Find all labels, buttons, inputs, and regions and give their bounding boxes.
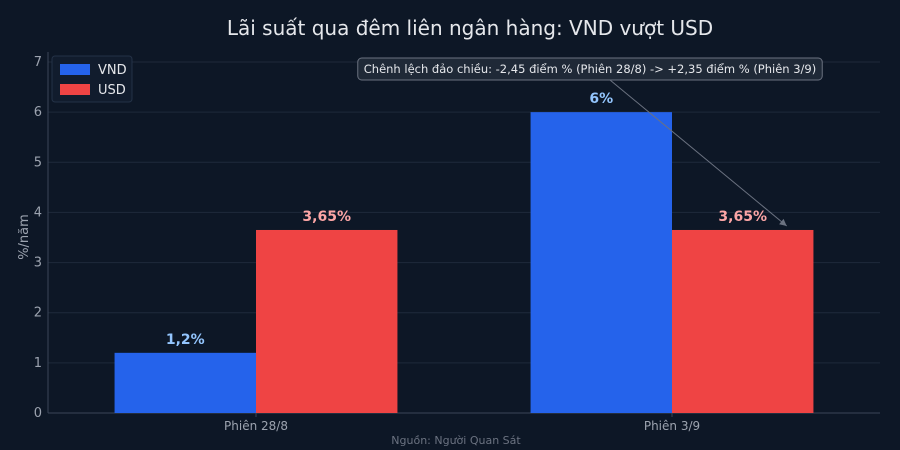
y-tick-label: 4 (34, 205, 42, 220)
data-label: 3,65% (302, 209, 351, 225)
y-axis-label: %/năm (17, 214, 32, 260)
bar-vnd-1 (530, 112, 672, 414)
legend-label-usd: USD (98, 83, 126, 98)
x-axis-ticks: Phiên 28/8 Phiên 3/9 (224, 413, 700, 433)
y-tick-label: 5 (34, 155, 42, 170)
legend-swatch-vnd (60, 64, 90, 75)
chart-title: Lãi suất qua đêm liên ngân hàng: VND vượ… (227, 16, 713, 40)
x-tick-label: Phiên 28/8 (224, 419, 288, 433)
y-tick-label: 6 (34, 105, 42, 120)
y-tick-label: 3 (34, 256, 42, 271)
y-axis-ticks: 0 1 2 3 4 5 6 7 (34, 55, 42, 421)
x-tick-label: Phiên 3/9 (644, 419, 700, 433)
annotation-arrow (609, 79, 788, 227)
legend: VND USD (51, 55, 133, 103)
y-tick-label: 2 (34, 306, 42, 321)
bar-usd-1 (672, 229, 814, 413)
data-labels: 1,2% 3,65% 6% 3,65% (166, 91, 767, 348)
legend-swatch-usd (60, 84, 90, 95)
y-tick-label: 0 (34, 406, 42, 421)
annotation-arrowhead (779, 218, 787, 226)
y-tick-label: 1 (34, 356, 42, 371)
legend-label-vnd: VND (98, 63, 127, 78)
bars (114, 112, 814, 414)
y-tick-label: 7 (34, 55, 42, 70)
data-label: 3,65% (718, 209, 767, 225)
bar-usd-0 (256, 229, 398, 413)
annotation-box (357, 57, 823, 81)
source-note: Nguồn: Người Quan Sát (391, 434, 521, 447)
data-label: 1,2% (166, 332, 205, 348)
grid-lines (47, 52, 880, 414)
data-label: 6% (589, 91, 613, 107)
bar-vnd-0 (114, 352, 256, 413)
annotation-text: Chênh lệch đảo chiều: -2,45 điểm % (Phiê… (364, 62, 816, 76)
annotation: Chênh lệch đảo chiều: -2,45 điểm % (Phiê… (357, 57, 823, 227)
